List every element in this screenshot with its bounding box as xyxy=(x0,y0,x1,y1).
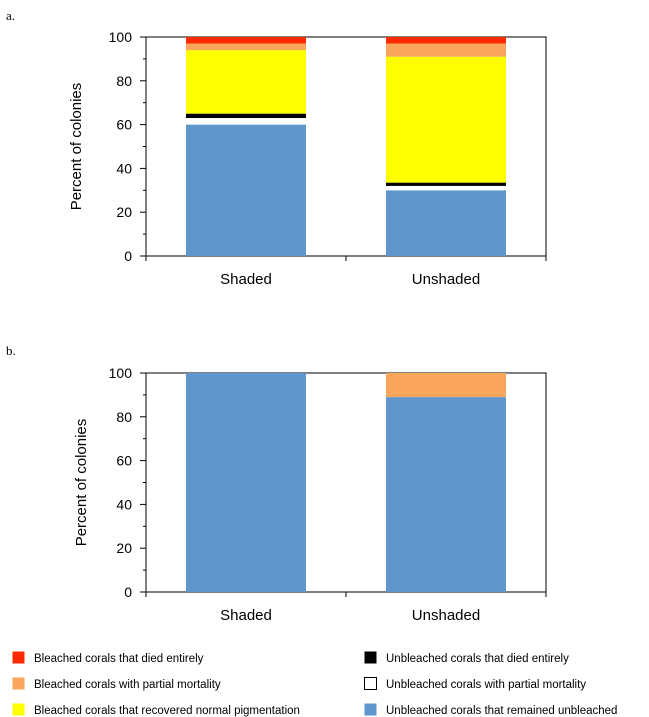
legend-label: Bleached corals that died entirely xyxy=(34,653,204,665)
bar-segment-bleached-partial xyxy=(186,43,306,51)
legend: Bleached corals that died entirely Bleach… xyxy=(12,651,617,717)
y-tick-label: 0 xyxy=(124,248,132,264)
y-tick-label: 40 xyxy=(116,496,132,512)
bar-segment-unbleached-remained xyxy=(386,397,506,592)
y-tick-label: 0 xyxy=(124,584,132,600)
legend-label: Bleached corals that recovered normal pi… xyxy=(34,705,300,717)
y-tick-label: 100 xyxy=(109,29,133,45)
legend-label: Unbleached corals that died entirely xyxy=(386,653,569,665)
y-tick-label: 60 xyxy=(116,453,132,469)
y-tick-label: 20 xyxy=(116,204,132,220)
legend-swatch xyxy=(12,651,25,664)
bar-segment-bleached-partial xyxy=(386,373,506,398)
bar-segment-bleached-partial xyxy=(386,43,506,57)
panel-a-letter: a. xyxy=(6,8,15,23)
category-label: Unshaded xyxy=(412,607,480,624)
legend-item: Bleached corals with partial mortality xyxy=(12,677,221,691)
bar-segment-unbleached-remained xyxy=(186,124,306,256)
legend-swatch xyxy=(364,677,377,690)
chart-panel-b: 0 20 40 60 80 100 Percent of colonies Shaded Uns… xyxy=(73,365,547,624)
bar-segment-unbleached-died xyxy=(186,113,306,119)
legend-swatch xyxy=(364,651,377,664)
legend-label: Bleached corals with partial mortality xyxy=(34,679,221,691)
panel-b-letter: b. xyxy=(6,343,16,358)
category-label: Unshaded xyxy=(412,271,480,288)
chart-panel-a: 0 20 40 60 80 100 Percent of colonies Shaded Uns… xyxy=(68,29,547,288)
bar-segment-unbleached-died xyxy=(386,182,506,186)
y-axis-label: Percent of colonies xyxy=(73,419,90,547)
bar-segment-bleached-died xyxy=(186,37,306,44)
y-axis-label: Percent of colonies xyxy=(68,83,85,211)
bar-segment-unbleached-partial xyxy=(186,118,306,125)
legend-item: Bleached corals that died entirely xyxy=(12,651,204,665)
y-tick-label: 80 xyxy=(116,73,132,89)
legend-item: Bleached corals that recovered normal pi… xyxy=(12,703,300,717)
y-tick-label: 40 xyxy=(116,160,132,176)
category-label: Shaded xyxy=(220,271,272,288)
legend-item: Unbleached corals with partial mortality xyxy=(364,677,586,691)
category-label: Shaded xyxy=(220,607,272,624)
legend-item: Unbleached corals that died entirely xyxy=(364,651,569,665)
legend-item: Unbleached corals that remained unbleach… xyxy=(364,703,617,717)
y-tick-label: 20 xyxy=(116,540,132,556)
bar-segment-unbleached-partial xyxy=(386,185,506,191)
bar-segment-unbleached-remained xyxy=(186,373,306,592)
bar-segment-bleached-recovered xyxy=(186,50,306,114)
y-tick-label: 60 xyxy=(116,117,132,133)
legend-label: Unbleached corals with partial mortality xyxy=(386,679,586,691)
legend-label: Unbleached corals that remained unbleach… xyxy=(386,705,617,717)
y-tick-label: 100 xyxy=(109,365,133,381)
legend-swatch xyxy=(364,703,377,716)
bar-segment-bleached-died xyxy=(386,37,506,44)
legend-swatch xyxy=(12,703,25,716)
bar-segment-bleached-recovered xyxy=(386,56,506,183)
legend-swatch xyxy=(12,677,25,690)
y-tick-label: 80 xyxy=(116,409,132,425)
bar-segment-unbleached-remained xyxy=(386,190,506,256)
